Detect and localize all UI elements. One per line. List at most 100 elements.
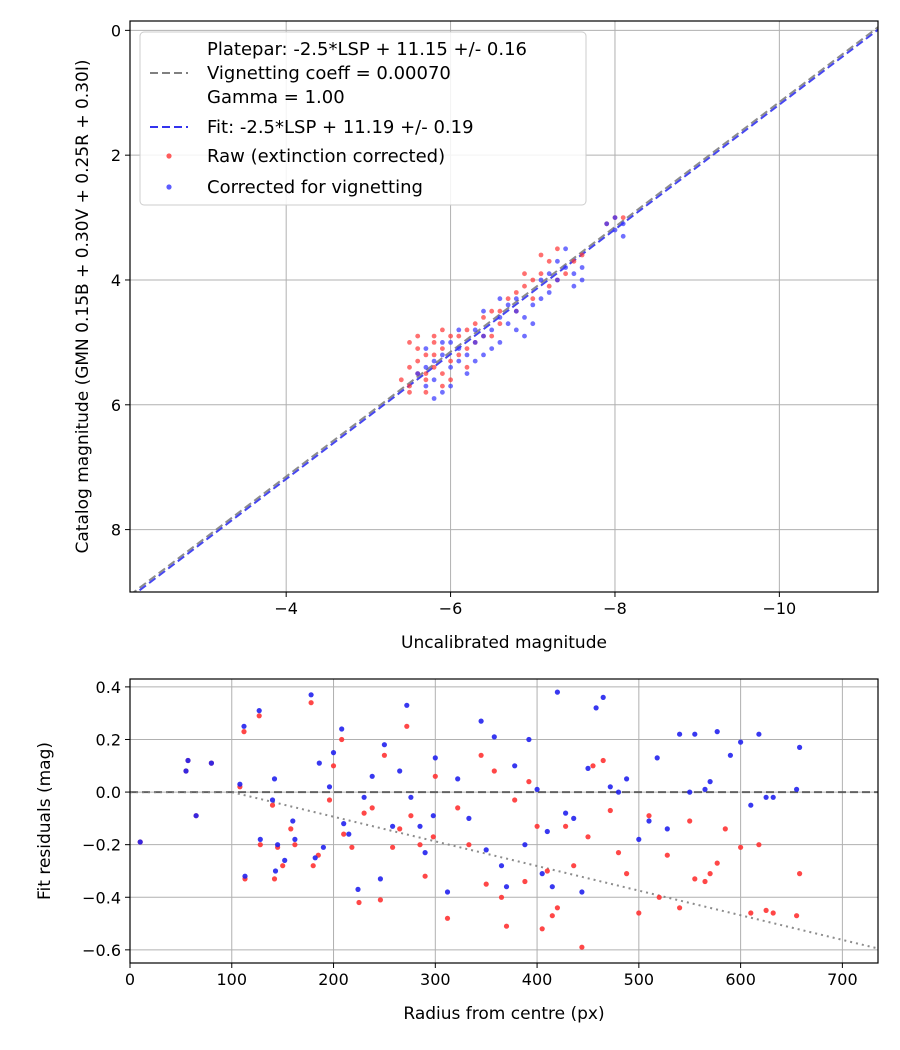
raw-point bbox=[563, 271, 568, 277]
corrected-point bbox=[620, 221, 626, 227]
corrected-point bbox=[549, 884, 555, 890]
raw-point bbox=[491, 768, 497, 774]
raw-point bbox=[636, 910, 642, 916]
corrected-point bbox=[664, 826, 670, 832]
corrected-point bbox=[408, 794, 414, 800]
raw-point bbox=[497, 321, 503, 327]
raw-point bbox=[408, 813, 414, 819]
corrected-point bbox=[489, 346, 495, 351]
corrected-point bbox=[455, 776, 461, 782]
corrected-point bbox=[271, 776, 278, 782]
raw-point bbox=[554, 905, 561, 911]
legend-label: Platepar: -2.5*LSP + 11.15 +/- 0.16 bbox=[207, 39, 527, 60]
corrected-point bbox=[316, 760, 322, 766]
x-axis-label: Uncalibrated magnitude bbox=[401, 633, 607, 653]
raw-point bbox=[292, 842, 298, 848]
corrected-point bbox=[464, 371, 470, 376]
y-tick-label: 0 bbox=[111, 21, 121, 40]
raw-point bbox=[423, 389, 429, 395]
raw-point bbox=[624, 871, 630, 877]
corrected-point bbox=[554, 689, 561, 695]
x-tick-label: 0 bbox=[125, 970, 135, 989]
corrected-point bbox=[346, 831, 352, 837]
raw-point bbox=[407, 389, 412, 395]
corrected-point bbox=[483, 847, 489, 853]
corrected-point bbox=[770, 794, 776, 800]
corrected-point bbox=[241, 723, 247, 729]
raw-point bbox=[415, 346, 421, 351]
corrected-point bbox=[466, 815, 472, 822]
corrected-point bbox=[242, 873, 248, 879]
raw-point bbox=[722, 826, 728, 832]
corrected-point bbox=[481, 352, 486, 358]
corrected-point bbox=[431, 377, 437, 383]
raw-point bbox=[489, 333, 495, 339]
raw-point bbox=[440, 371, 445, 376]
raw-point bbox=[310, 863, 316, 869]
corrected-point bbox=[522, 842, 528, 848]
corrected-point bbox=[797, 744, 803, 751]
y-tick-label: −0.2 bbox=[82, 836, 121, 855]
corrected-point bbox=[444, 889, 451, 895]
raw-point bbox=[339, 736, 345, 743]
corrected-point bbox=[185, 757, 191, 764]
raw-point bbox=[431, 333, 437, 339]
raw-point bbox=[738, 844, 744, 850]
raw-point bbox=[407, 340, 412, 345]
y-tick-label: −0.6 bbox=[82, 941, 121, 960]
corrected-point bbox=[677, 731, 683, 737]
raw-point bbox=[763, 907, 769, 914]
raw-point bbox=[505, 296, 511, 302]
corrected-point bbox=[579, 889, 585, 895]
raw-point bbox=[464, 327, 470, 333]
corrected-point bbox=[417, 823, 423, 829]
raw-point bbox=[448, 358, 453, 364]
corrected-point bbox=[269, 797, 276, 803]
raw-point bbox=[369, 805, 375, 811]
corrected-point bbox=[312, 855, 318, 861]
corrected-point bbox=[481, 308, 486, 314]
raw-point bbox=[288, 826, 294, 832]
corrected-point bbox=[497, 340, 503, 345]
corrected-point bbox=[137, 839, 143, 845]
corrected-point bbox=[585, 765, 591, 772]
raw-point bbox=[526, 779, 532, 785]
raw-point bbox=[440, 383, 445, 389]
x-tick-label: 400 bbox=[522, 970, 553, 989]
corrected-point bbox=[330, 750, 337, 756]
raw-point bbox=[481, 315, 486, 320]
raw-point bbox=[417, 842, 423, 848]
corrected-point bbox=[355, 886, 361, 893]
corrected-point bbox=[390, 823, 396, 829]
raw-point bbox=[585, 834, 591, 840]
raw-point bbox=[656, 894, 662, 900]
x-tick-label: −8 bbox=[603, 599, 627, 618]
raw-point bbox=[356, 899, 362, 906]
x-tick-label: 500 bbox=[624, 970, 655, 989]
corrected-point bbox=[183, 768, 189, 774]
corrected-point bbox=[539, 871, 545, 877]
raw-point bbox=[464, 346, 470, 351]
raw-point bbox=[444, 915, 451, 921]
corrected-point bbox=[714, 729, 720, 735]
corrected-point bbox=[448, 383, 453, 389]
raw-point bbox=[615, 850, 622, 856]
raw-point bbox=[415, 358, 421, 364]
legend-dot-marker bbox=[166, 153, 172, 159]
corrected-point bbox=[415, 371, 421, 376]
legend-label: Corrected for vignetting bbox=[207, 177, 423, 198]
raw-point bbox=[431, 364, 437, 370]
corrected-point bbox=[707, 779, 713, 785]
corrected-point bbox=[257, 836, 263, 843]
raw-point bbox=[513, 290, 519, 295]
corrected-point bbox=[530, 321, 536, 327]
raw-point bbox=[664, 852, 670, 858]
corrected-point bbox=[579, 277, 585, 283]
corrected-point bbox=[600, 694, 606, 701]
corrected-point bbox=[275, 842, 281, 848]
corrected-point bbox=[513, 296, 519, 302]
legend: Platepar: -2.5*LSP + 11.15 +/- 0.16 Vigne… bbox=[139, 31, 587, 206]
corrected-point bbox=[497, 296, 503, 302]
corrected-point bbox=[320, 844, 326, 850]
raw-point bbox=[423, 371, 429, 376]
